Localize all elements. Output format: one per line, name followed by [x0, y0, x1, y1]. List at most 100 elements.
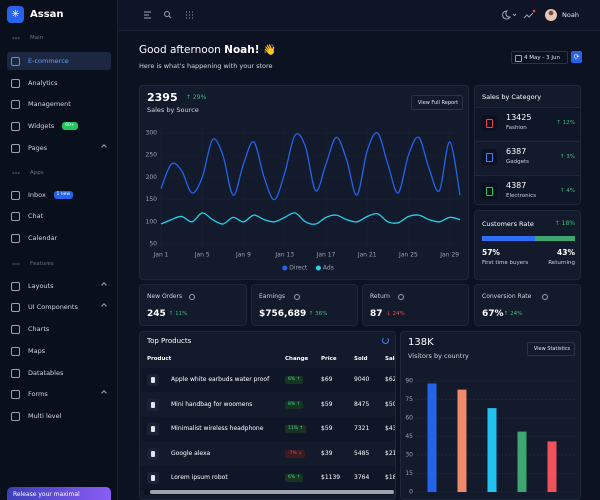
- activity-icon[interactable]: [523, 12, 534, 19]
- nav-item[interactable]: Pages: [7, 139, 111, 157]
- stat-value: $756,689: [259, 309, 307, 319]
- nav-item[interactable]: UI Components: [7, 298, 111, 316]
- nav-item[interactable]: Layouts: [7, 277, 111, 295]
- card-title: Visitors by country: [408, 352, 469, 360]
- nav-item[interactable]: Datatables: [7, 364, 111, 382]
- product-icon: [147, 472, 159, 484]
- product-row[interactable]: [140, 441, 395, 466]
- theme-icon[interactable]: [502, 10, 511, 20]
- category-change: ↑ 12%: [556, 120, 575, 126]
- logo-icon[interactable]: ✳: [7, 6, 24, 23]
- nav-chevron: [101, 282, 107, 288]
- nav-icon: [11, 79, 20, 88]
- product-name: Lorem ipsum robot: [171, 474, 228, 481]
- category-name: Electronics: [506, 193, 536, 199]
- promo-banner[interactable]: Release your maximal: [7, 487, 111, 500]
- product-icon: [147, 374, 159, 386]
- product-row[interactable]: [140, 417, 395, 441]
- greeting: Good afternoon Noah! 👋: [139, 43, 276, 57]
- category-glyph: [486, 187, 493, 196]
- brand: Assan: [30, 9, 64, 20]
- report-button[interactable]: View Full Report: [411, 95, 463, 110]
- stat-title: Earnings: [259, 293, 286, 300]
- nav-item[interactable]: Calendar: [7, 229, 111, 247]
- date-picker[interactable]: 4 May - 3 Jun: [511, 51, 568, 64]
- product-glyph: [151, 426, 155, 432]
- nav-icon: [11, 100, 20, 109]
- product-name: Minimalist wireless headphone: [171, 425, 264, 432]
- nav-item[interactable]: Management: [7, 95, 111, 113]
- nav-label: Forms: [28, 390, 48, 398]
- nav-icon: [11, 282, 20, 291]
- rate-segment: [482, 236, 535, 241]
- subtitle: Here is what's happening with your store: [139, 62, 273, 70]
- nav-icon: [11, 57, 20, 66]
- menu-icon[interactable]: [144, 11, 151, 19]
- user-name[interactable]: Noah: [562, 11, 579, 19]
- product-row[interactable]: [140, 368, 395, 392]
- nav-chevron: [101, 303, 107, 309]
- nav-label: Maps: [28, 347, 46, 355]
- nav-item[interactable]: E-commerce: [7, 52, 111, 70]
- nav-label: Pages: [28, 144, 48, 152]
- info-icon: [542, 294, 548, 300]
- total: 2395: [147, 91, 178, 104]
- refresh-icon[interactable]: [382, 337, 389, 344]
- stat-title: Conversion Rate: [482, 293, 532, 300]
- nav-icon: [11, 412, 20, 421]
- change-badge: -7% ↓: [285, 449, 305, 458]
- section-label: Features: [30, 261, 54, 267]
- stat-card: Conversion Rate 67% ↑ 24%: [474, 284, 581, 326]
- promo-text: Release your maximal: [13, 491, 80, 498]
- nav-icon: [11, 212, 20, 221]
- product-glyph: [151, 377, 155, 383]
- product-name: Mini handbag for woomens: [171, 400, 253, 408]
- nav-chevron: [101, 390, 107, 396]
- product-cell: $50: [385, 400, 396, 408]
- nav-badge: 1 new: [53, 191, 74, 199]
- product-glyph: [151, 450, 155, 457]
- nav-item[interactable]: Chat: [7, 207, 111, 225]
- product-row[interactable]: [140, 392, 395, 417]
- section-dots: [12, 37, 20, 39]
- rate-name: Returning: [548, 260, 575, 266]
- info-icon: [397, 294, 404, 300]
- stat-card: Return 87 ↓ 24%: [362, 284, 469, 326]
- card-title: Sales by Source: [147, 106, 199, 114]
- product-cell: $59: [321, 400, 333, 408]
- visitors-total: 138K: [408, 337, 434, 348]
- nav-item[interactable]: Multi level: [7, 407, 111, 425]
- section-dots: [12, 172, 20, 174]
- nav-item[interactable]: Forms: [7, 385, 111, 403]
- nav-item[interactable]: Widgets 60+: [7, 117, 111, 135]
- refresh-button[interactable]: ⟳: [571, 51, 582, 63]
- nav-badge: 60+: [62, 122, 78, 130]
- product-glyph: [151, 475, 155, 481]
- search-icon[interactable]: [164, 11, 170, 17]
- column-header: Change: [285, 356, 309, 362]
- nav-item[interactable]: Inbox 1 new: [7, 186, 111, 204]
- product-name: Apple white earbuds water proof: [171, 376, 270, 383]
- nav-item[interactable]: Maps: [7, 342, 111, 360]
- nav-label: Analytics: [28, 79, 58, 87]
- apps-icon[interactable]: [186, 11, 193, 19]
- nav-label: E-commerce: [28, 57, 69, 65]
- column-header: Sold: [354, 356, 368, 362]
- scrollbar[interactable]: [144, 489, 394, 495]
- nav-icon: [11, 347, 20, 356]
- calendar-icon: [515, 55, 522, 62]
- stat-card: Earnings $756,689 ↑ 36%: [251, 284, 358, 326]
- nav-item[interactable]: Charts: [7, 320, 111, 338]
- category-value: 4387: [506, 181, 527, 190]
- category-icon: [481, 115, 497, 131]
- product-cell: $62: [385, 376, 396, 383]
- change: ↑ 29%: [186, 94, 207, 101]
- stat-change: ↑ 11%: [168, 311, 188, 317]
- nav-item[interactable]: Analytics: [7, 74, 111, 92]
- statistics-button[interactable]: View Statistics: [527, 342, 575, 356]
- category-icon: [481, 183, 497, 199]
- product-cell: $39: [321, 449, 333, 457]
- stat-change: ↓ 24%: [386, 311, 405, 317]
- product-row[interactable]: [140, 466, 395, 490]
